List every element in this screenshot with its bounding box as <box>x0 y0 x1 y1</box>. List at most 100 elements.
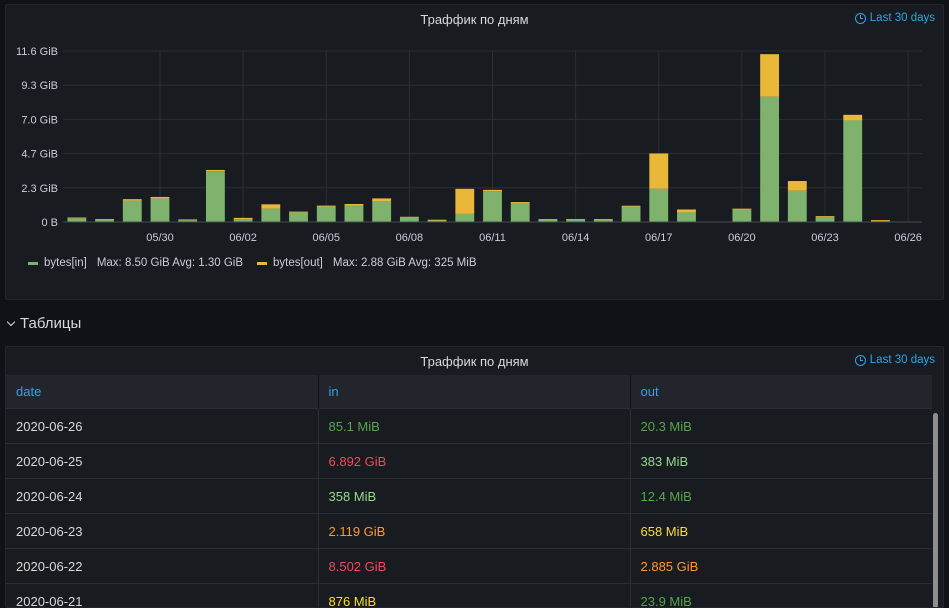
bar-out <box>871 220 890 221</box>
legend-item-out[interactable]: bytes[out] Max: 2.88 GiB Avg: 325 MiB <box>257 257 477 269</box>
cell-out: 23.9 MiB <box>630 584 932 608</box>
column-header-out[interactable]: out <box>630 375 932 409</box>
column-header-in[interactable]: in <box>318 375 630 409</box>
bar-chart: 0 B 2.3 GiB 4.7 GiB 7.0 GiB 9.3 GiB 11.6 GiB 0… <box>6 5 943 299</box>
cell-out: 383 MiB <box>630 444 932 479</box>
bar-in <box>760 97 779 222</box>
bar-in <box>317 207 336 222</box>
bar-out <box>566 219 585 220</box>
bar-in <box>123 201 142 222</box>
scrollbar[interactable] <box>933 413 938 608</box>
bar-out <box>178 219 197 220</box>
bar-out <box>483 190 502 191</box>
bar-out <box>455 189 474 214</box>
bar-out <box>95 219 114 220</box>
bar-in <box>289 212 308 222</box>
legend-swatch <box>257 262 267 265</box>
bar-out <box>289 212 308 213</box>
bar-in <box>372 201 391 222</box>
bar-out <box>788 181 807 191</box>
legend-stats: Max: 8.50 GiB Avg: 1.30 GiB <box>97 257 243 269</box>
x-tick-label: 06/20 <box>728 232 756 244</box>
legend-series-name: bytes[in] <box>44 257 87 269</box>
cell-in: 876 MiB <box>318 584 630 608</box>
bar-in <box>511 204 530 222</box>
table-panel: Траффик по дням Last 30 days date in out… <box>5 346 944 608</box>
legend-stats: Max: 2.88 GiB Avg: 325 MiB <box>333 257 477 269</box>
clock-icon <box>855 355 866 366</box>
clock-icon <box>855 13 866 24</box>
x-tick-label: 06/11 <box>479 232 506 244</box>
x-tick-label: 06/14 <box>562 232 590 244</box>
time-range-label: Last 30 days <box>870 354 935 366</box>
bar-out <box>816 216 835 217</box>
bar-in <box>151 198 170 222</box>
y-tick-label: 11.6 GiB <box>16 46 58 58</box>
cell-out: 12.4 MiB <box>630 479 932 514</box>
cell-out: 658 MiB <box>630 514 932 549</box>
time-range-info[interactable]: Last 30 days <box>855 12 935 24</box>
bar-out <box>594 219 613 220</box>
bar-out <box>677 209 696 212</box>
cell-out: 20.3 MiB <box>630 409 932 444</box>
cell-in: 2.119 GiB <box>318 514 630 549</box>
legend-item-in[interactable]: bytes[in] Max: 8.50 GiB Avg: 1.30 GiB <box>28 257 243 269</box>
chevron-down-icon <box>7 317 15 325</box>
bar-out <box>511 202 530 203</box>
row-title: Таблицы <box>20 315 81 332</box>
cell-date: 2020-06-24 <box>6 479 318 514</box>
time-range-info[interactable]: Last 30 days <box>855 354 935 366</box>
x-tick-label: 06/26 <box>894 232 922 244</box>
bar-out <box>345 204 364 206</box>
bar-out <box>649 153 668 188</box>
bar-in <box>345 206 364 222</box>
cell-date: 2020-06-21 <box>6 584 318 608</box>
bar-in <box>455 214 474 222</box>
cell-out: 2.885 GiB <box>630 549 932 584</box>
bar-in <box>788 191 807 222</box>
chart-legend: bytes[in] Max: 8.50 GiB Avg: 1.30 GiB by… <box>28 257 477 269</box>
y-tick-label: 7.0 GiB <box>21 114 58 126</box>
y-tick-label: 9.3 GiB <box>21 80 58 92</box>
cell-in: 6.892 GiB <box>318 444 630 479</box>
bar-out <box>234 218 253 219</box>
bar-out <box>151 197 170 198</box>
cell-in: 85.1 MiB <box>318 409 630 444</box>
y-tick-label: 0 B <box>41 217 58 229</box>
legend-swatch <box>28 262 38 265</box>
cell-date: 2020-06-26 <box>6 409 318 444</box>
x-tick-label: 06/05 <box>312 232 340 244</box>
bar-in <box>206 171 225 222</box>
time-range-label: Last 30 days <box>870 12 935 24</box>
bar-in <box>843 120 862 222</box>
cell-in: 8.502 GiB <box>318 549 630 584</box>
column-header-date[interactable]: date <box>6 375 318 409</box>
bar-out <box>317 206 336 207</box>
bar-in <box>261 209 280 222</box>
x-tick-label: 06/02 <box>229 232 257 244</box>
x-tick-label: 06/23 <box>811 232 839 244</box>
legend-series-name: bytes[out] <box>273 257 323 269</box>
row-toggle-tables[interactable]: Таблицы <box>8 315 81 332</box>
panel-title[interactable]: Траффик по дням <box>6 354 943 369</box>
y-tick-label: 2.3 GiB <box>21 183 58 195</box>
cell-date: 2020-06-22 <box>6 549 318 584</box>
cell-date: 2020-06-23 <box>6 514 318 549</box>
x-tick-label: 06/17 <box>645 232 673 244</box>
bar-out <box>843 115 862 121</box>
x-tick-label: 06/08 <box>396 232 424 244</box>
bar-out <box>538 219 557 220</box>
bar-out <box>760 54 779 97</box>
panel-title[interactable]: Траффик по дням <box>6 12 943 27</box>
bar-in <box>677 212 696 222</box>
x-tick-label: 05/30 <box>146 232 174 244</box>
cell-date: 2020-06-25 <box>6 444 318 479</box>
bar-out <box>372 198 391 201</box>
y-tick-label: 4.7 GiB <box>21 149 58 161</box>
